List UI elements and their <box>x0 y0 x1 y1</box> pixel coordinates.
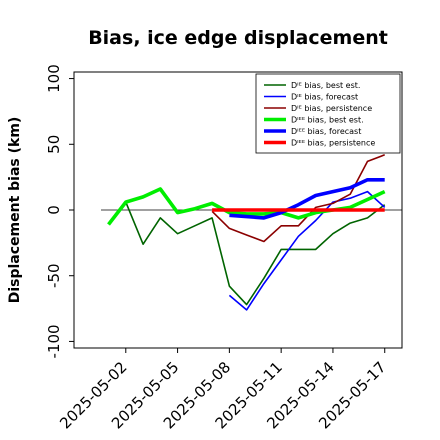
series-group <box>107 154 386 311</box>
x-axis-ticks: 2025-05-022025-05-052025-05-082025-05-11… <box>56 348 390 432</box>
series-line-1 <box>228 190 386 311</box>
series-line-0 <box>125 201 386 306</box>
y-axis-label: Displacement bias (km) <box>7 117 23 304</box>
y-tick-label: -100 <box>45 324 63 358</box>
y-tick-label: 50 <box>45 135 63 154</box>
y-axis-ticks: 100 50 0 -50 -100 <box>45 64 74 358</box>
y-tick-label: 100 <box>45 64 63 93</box>
legend-box <box>255 73 401 154</box>
y-tick-label: 0 <box>45 205 63 215</box>
series-line-4 <box>229 178 385 220</box>
chart-title: Bias, ice edge displacement <box>88 27 388 49</box>
series-line-2 <box>211 154 385 243</box>
series-line-3 <box>107 187 386 226</box>
legend-label: Dᴵᴱ bias, forecast <box>291 93 358 102</box>
legend-label: Dᴵᴱ bias, best est. <box>291 81 360 90</box>
legend-label: Dᴵᴱᴱ bias, forecast <box>291 127 361 136</box>
legend: Dᴵᴱ bias, best est. Dᴵᴱ bias, forecast Dᴵᴱ… <box>255 73 401 154</box>
legend-label: Dᴵᴱᴱ bias, best est. <box>291 116 364 125</box>
legend-label: Dᴵᴱᴱ bias, persistence <box>291 139 375 148</box>
legend-label: Dᴵᴱ bias, persistence <box>291 104 372 113</box>
y-tick-label: -50 <box>45 263 63 288</box>
